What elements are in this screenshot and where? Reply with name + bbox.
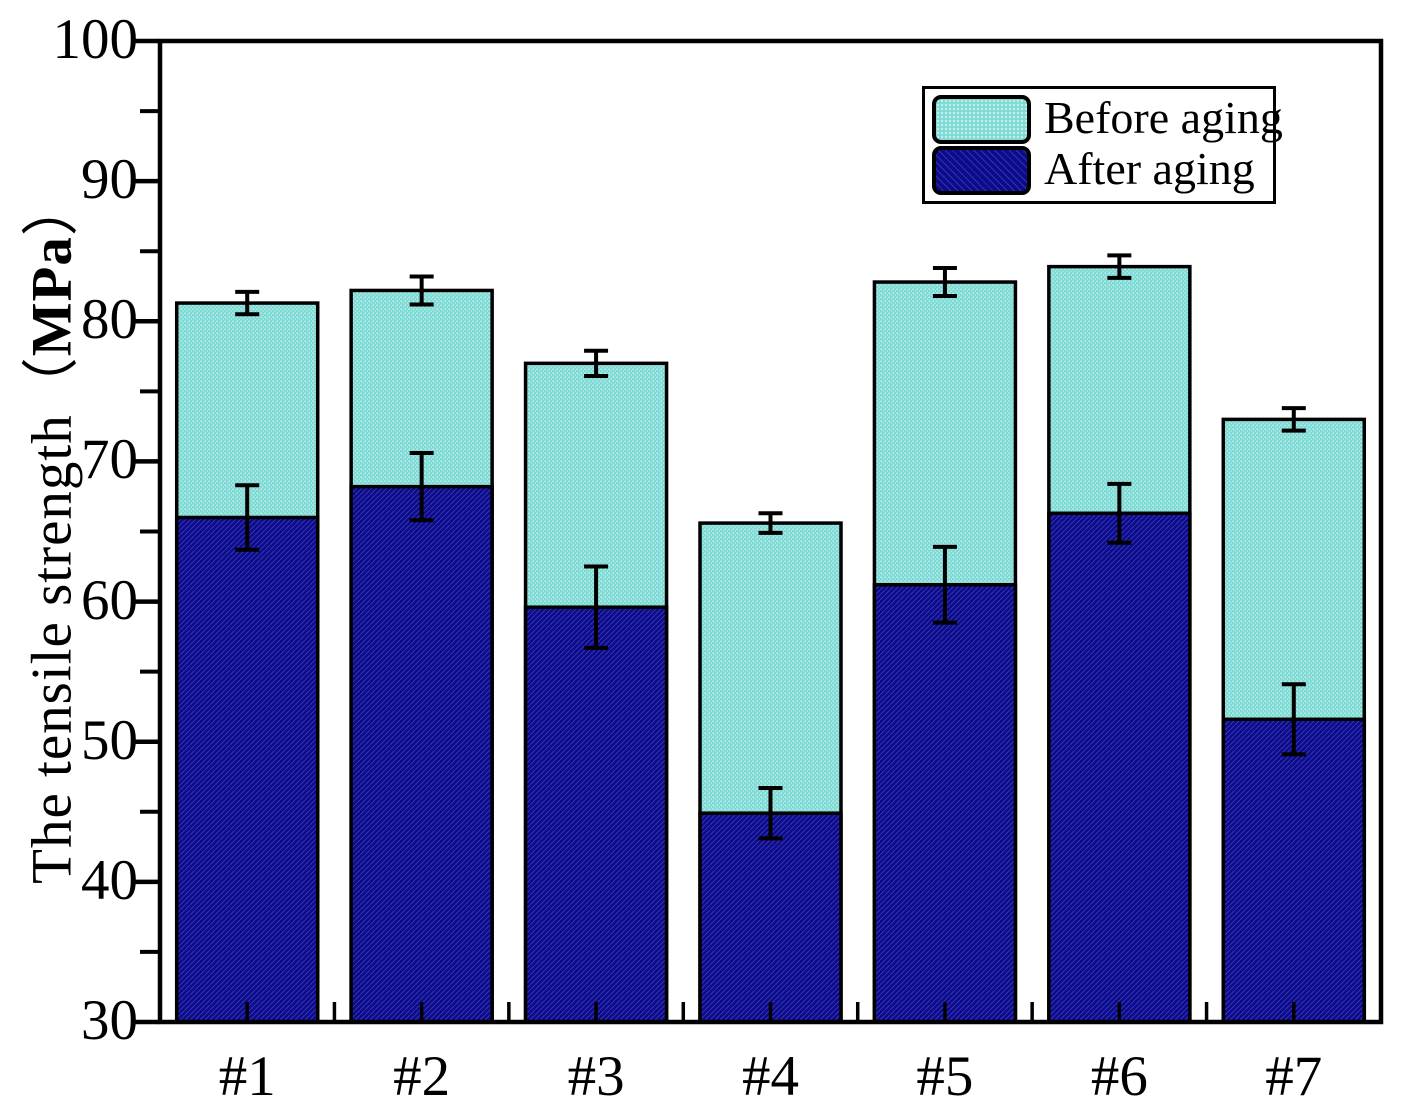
y-tick-label-50: 50: [81, 708, 138, 772]
error-bar-after-aging-6: [1107, 481, 1132, 545]
error-bar-before-aging-2: [409, 274, 434, 307]
x-category-label-7: #7: [1265, 1045, 1323, 1108]
y-axis-title-unit: MPa: [20, 236, 84, 357]
error-bar-after-aging-4: [758, 785, 783, 841]
error-bar-before-aging-4: [758, 511, 783, 535]
legend-label-after-aging: After aging: [1044, 142, 1255, 194]
bar-after-aging-6: [1047, 511, 1192, 1024]
y-tick-label-100: 100: [52, 7, 139, 71]
error-bar-after-aging-2: [409, 451, 434, 523]
x-category-label-6: #6: [1090, 1045, 1148, 1108]
legend-item-after-aging: After aging: [932, 142, 1266, 195]
error-bar-before-aging-6: [1107, 253, 1132, 280]
bar-after-aging-7: [1221, 717, 1367, 1024]
bar-after-aging-3: [523, 605, 669, 1024]
x-category-label-4: #4: [742, 1045, 799, 1108]
y-axis-title: The tensile strength（MPa）: [20, 178, 84, 884]
error-bar-after-aging-1: [235, 483, 260, 552]
legend-swatch-after-aging: [932, 146, 1031, 195]
legend-item-before-aging: Before aging: [932, 94, 1283, 144]
y-tick-label-40: 40: [81, 848, 138, 912]
x-category-label-2: #2: [393, 1045, 451, 1108]
bar-after-aging-4: [698, 811, 843, 1024]
y-tick-label-80: 80: [81, 288, 138, 352]
error-bar-after-aging-7: [1281, 682, 1306, 757]
x-category-label-1: #1: [218, 1045, 276, 1108]
error-bar-before-aging-5: [932, 266, 957, 299]
plot-frame: [157, 38, 1384, 1025]
bar-after-aging-5: [872, 583, 1018, 1024]
bar-after-aging-1: [174, 515, 320, 1024]
error-bar-before-aging-7: [1281, 406, 1306, 433]
x-category-label-3: #3: [567, 1045, 625, 1108]
y-tick-label-90: 90: [81, 147, 138, 211]
error-bar-before-aging-3: [584, 348, 609, 378]
legend-label-before-aging: Before aging: [1044, 91, 1283, 143]
x-category-label-5: #5: [916, 1045, 974, 1108]
error-bar-after-aging-3: [584, 564, 609, 650]
y-axis-title-open-paren: （: [20, 356, 84, 415]
bar-after-aging-2: [349, 484, 494, 1024]
error-bar-before-aging-1: [235, 289, 260, 317]
error-bar-after-aging-5: [932, 544, 957, 625]
legend-swatch-before-aging: [932, 95, 1031, 144]
legend: Before aging After aging: [922, 86, 1283, 204]
y-tick-label-60: 60: [81, 568, 138, 632]
y-tick-label-30: 30: [81, 988, 138, 1052]
y-tick-label-70: 70: [81, 428, 138, 492]
y-axis-title-text: The tensile strength: [20, 414, 84, 884]
y-axis-title-close-paren: ）: [20, 178, 84, 237]
